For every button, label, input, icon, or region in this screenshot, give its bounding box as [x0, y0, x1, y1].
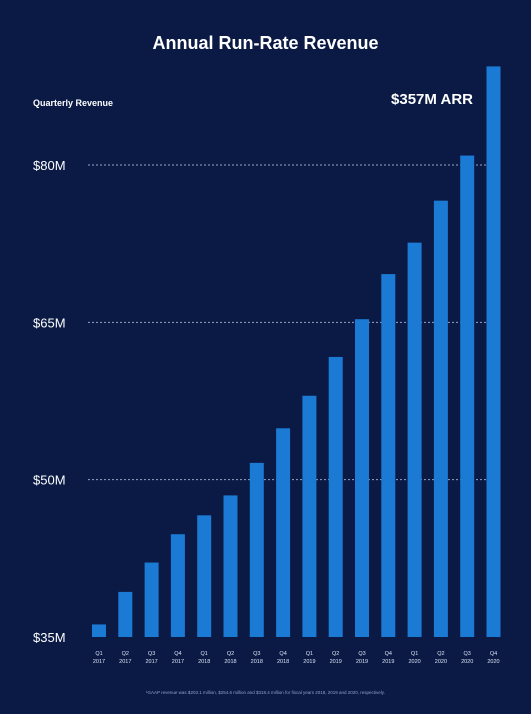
x-tick-label: 2020 [435, 659, 447, 665]
y-axis-label: Quarterly Revenue [33, 98, 113, 108]
x-tick-label: 2019 [330, 659, 342, 665]
x-tick-label: Q2 [227, 651, 234, 657]
x-tick-label: Q1 [306, 651, 313, 657]
bar [433, 200, 448, 637]
footnote: ¹GAAP revenue was $203.1 million, $254.6… [146, 690, 385, 695]
x-tick-label: Q4 [174, 651, 181, 657]
bar [486, 66, 501, 638]
x-tick-label: 2019 [356, 659, 368, 665]
bar [249, 462, 264, 637]
bar [276, 428, 291, 637]
x-tick-label: 2020 [408, 659, 420, 665]
arr-annotation: $357M ARR [391, 91, 473, 108]
bar [328, 356, 343, 637]
x-tick-label: Q3 [464, 651, 471, 657]
x-tick-label: 2018 [251, 659, 263, 665]
x-tick-label: 2019 [303, 659, 315, 665]
bar [170, 534, 185, 637]
bar [407, 242, 422, 637]
x-tick-label: 2020 [461, 659, 473, 665]
x-tick-label: Q1 [411, 651, 418, 657]
y-tick-label: $80M [33, 158, 66, 173]
x-tick-label: 2017 [145, 659, 157, 665]
bar [302, 395, 317, 637]
x-tick-label: 2017 [93, 659, 105, 665]
bar [197, 515, 212, 637]
x-tick-label: Q4 [490, 651, 497, 657]
x-tick-label: 2018 [198, 659, 210, 665]
x-tick-label: Q4 [279, 651, 286, 657]
chart-title: Annual Run-Rate Revenue [152, 33, 379, 53]
x-tick-label: Q2 [122, 651, 129, 657]
bar [223, 495, 238, 637]
x-tick-label: Q2 [332, 651, 339, 657]
y-tick-label: $50M [33, 473, 66, 488]
x-tick-label: Q1 [201, 651, 208, 657]
bar [355, 319, 369, 637]
bar [460, 155, 475, 637]
bar [118, 591, 133, 637]
x-tick-label: 2017 [172, 659, 184, 665]
x-tick-label: 2018 [277, 659, 289, 665]
bar [144, 562, 159, 637]
x-tick-label: Q2 [437, 651, 444, 657]
x-tick-label: Q4 [385, 651, 392, 657]
x-tick-label: 2019 [382, 659, 394, 665]
x-tick-label: Q1 [95, 651, 102, 657]
x-tick-label: Q3 [358, 651, 365, 657]
x-tick-label: Q3 [148, 651, 155, 657]
x-tick-label: 2018 [224, 659, 236, 665]
x-tick-label: Q3 [253, 651, 260, 657]
y-tick-label: $65M [33, 315, 66, 330]
x-tick-label: 2020 [487, 659, 499, 665]
bar [381, 274, 396, 637]
y-tick-label: $35M [33, 630, 66, 645]
bar [92, 624, 106, 637]
x-tick-label: 2017 [119, 659, 131, 665]
